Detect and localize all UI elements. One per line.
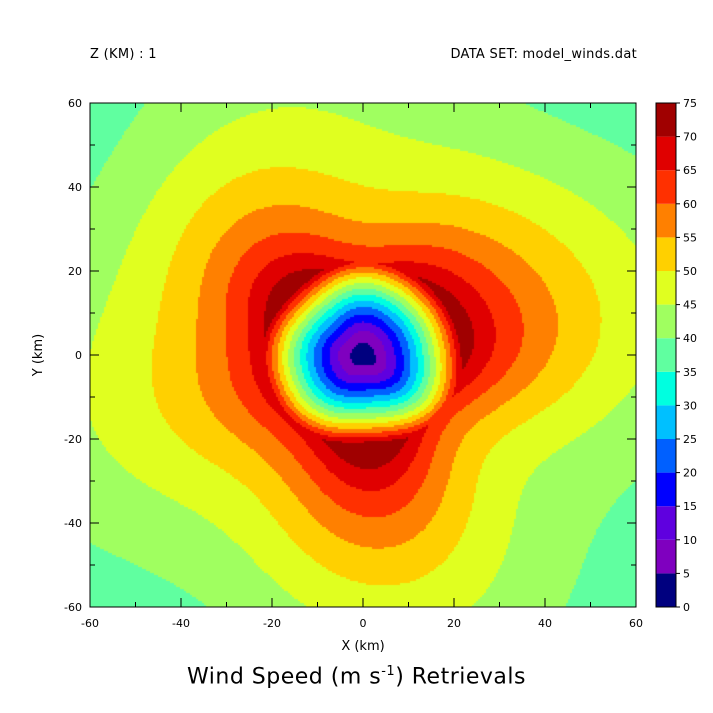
colorbar-tick-label: 65 <box>683 164 697 177</box>
x-tick-label: -40 <box>172 617 190 630</box>
x-tick-label: -20 <box>263 617 281 630</box>
colorbar-tick-label: 5 <box>683 567 690 580</box>
colorbar-tick-label: 75 <box>683 97 697 110</box>
colorbar-tick-label: 35 <box>683 366 697 379</box>
colorbar-tick-label: 25 <box>683 433 697 446</box>
x-axis-title: X (km) <box>341 639 384 654</box>
y-tick-label: 40 <box>68 181 82 194</box>
colorbar-swatch <box>656 271 676 305</box>
x-tick-label: 60 <box>629 617 643 630</box>
chart-title-suffix: ) Retrievals <box>395 664 526 690</box>
colorbar-tick-label: 0 <box>683 601 690 614</box>
colorbar-swatch <box>656 371 676 406</box>
colorbar-tick-label: 40 <box>683 332 697 345</box>
colorbar-frame <box>655 102 677 608</box>
chart-title: Wind Speed (m s-1) Retrievals <box>0 664 713 689</box>
colorbar-swatch <box>656 506 676 540</box>
colorbar: 0 5 10 15 20 25 30 35 40 45 50 55 60 65 70 75 <box>655 97 697 614</box>
y-tick-label: -40 <box>64 517 82 530</box>
contour-field <box>90 103 636 607</box>
colorbar-tick-label: 45 <box>683 299 697 312</box>
y-tick-label: 60 <box>68 97 82 110</box>
colorbar-swatch <box>656 573 676 607</box>
x-tick-label: 40 <box>538 617 552 630</box>
colorbar-swatch <box>656 472 676 507</box>
colorbar-swatch <box>656 539 676 574</box>
y-tick-label: 0 <box>75 349 82 362</box>
colorbar-tick-label: 15 <box>683 500 697 513</box>
y-tick-label: -20 <box>64 433 82 446</box>
colorbar-swatch <box>656 203 676 238</box>
chart-title-exponent: -1 <box>381 664 396 679</box>
colorbar-tick-label: 30 <box>683 399 697 412</box>
contour-fill <box>90 103 636 607</box>
colorbar-swatch <box>656 338 676 372</box>
dataset-label: DATA SET: model_winds.dat <box>450 47 637 62</box>
colorbar-tick-label: 70 <box>683 131 697 144</box>
axis-ticks: -60 -40 -20 0 20 40 60 -60 -40 -20 0 20 40 60 <box>64 97 643 630</box>
chart-title-prefix: Wind Speed (m s <box>187 664 382 690</box>
y-axis-title: Y (km) <box>31 334 46 377</box>
colorbar-tick-label: 20 <box>683 467 697 480</box>
vertical-level-label: Z (KM) : 1 <box>90 47 157 62</box>
colorbar-swatch <box>656 136 676 171</box>
colorbar-swatch <box>656 439 676 473</box>
colorbar-swatch <box>656 304 676 339</box>
colorbar-swatch <box>656 170 676 204</box>
colorbar-tick-label: 50 <box>683 265 697 278</box>
y-tick-label: 20 <box>68 265 82 278</box>
x-tick-label: 0 <box>360 617 367 630</box>
x-tick-label: 20 <box>447 617 461 630</box>
colorbar-swatch <box>656 237 676 271</box>
colorbar-swatch <box>656 103 676 137</box>
y-tick-label: -60 <box>64 601 82 614</box>
colorbar-swatch <box>656 405 676 439</box>
colorbar-tick-label: 55 <box>683 231 697 244</box>
colorbar-tick-label: 60 <box>683 198 697 211</box>
colorbar-tick-label: 10 <box>683 534 697 547</box>
x-tick-label: -60 <box>81 617 99 630</box>
